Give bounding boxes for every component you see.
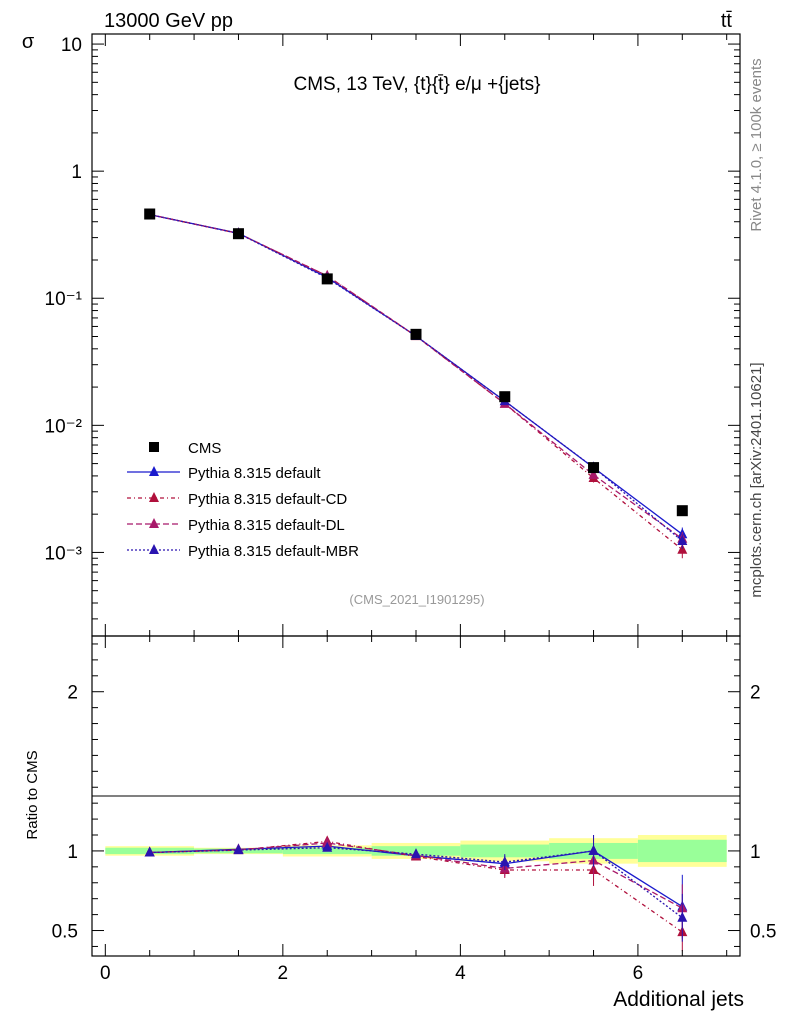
main-series [144,208,688,559]
main-y-tick-label: 1 [71,162,82,183]
legend-marker-cd [149,492,159,502]
legend-marker-default [149,466,159,476]
ratio-band-inner [460,844,550,858]
main-line-default [149,213,683,535]
ratio-frame [91,635,741,957]
main-x-ticks [104,34,728,636]
rivet-label: Rivet 4.1.0, ≥ 100k events [748,58,765,231]
legend-label-cd: Pythia 8.315 default-CD [188,491,347,508]
main-point-cms [676,505,688,517]
main-point-cms [232,228,244,240]
ratio-point-mbr [144,846,155,857]
ratio-point-mbr [233,844,244,855]
ratio-point-mbr [322,841,333,852]
ratio-y-tick-label-left: 1 [67,842,78,863]
legend-entry-cd: Pythia 8.315 default-CD [127,491,347,508]
ratio-y-tick-label-left: 2 [67,683,78,704]
ratio-point-mbr [677,911,688,922]
legend-entry-cms: CMS [149,440,221,457]
legend-marker-dl [149,518,159,528]
main-y-tick-label: 10 [61,35,82,56]
legend-label-cms: CMS [188,440,221,457]
main-point-dl [588,468,599,479]
legend-label-dl: Pythia 8.315 default-DL [188,517,345,534]
mcplots-label: mcplots.cern.ch [arXiv:2401.10621] [748,362,765,597]
ratio-band-inner [637,839,727,863]
legend-entry-default: Pythia 8.315 default [127,465,321,482]
main-y-tick-label: 10⁻² [45,416,83,437]
legend-marker-cms [149,442,159,452]
legend-marker-mbr [149,544,159,554]
legend-entry-mbr: Pythia 8.315 default-MBR [127,543,359,560]
ratio-x-tick-label: 0 [100,963,111,984]
ratio-x-ticks: 0 2 4 6 [100,636,728,984]
ratio-x-tick-label: 2 [278,963,289,984]
legend: CMS Pythia 8.315 default Pythia 8.315 de… [127,440,359,560]
ratio-point-mbr [499,856,510,867]
process-label: tt̄ [721,10,733,32]
main-point-cms [410,328,422,340]
ratio-y-ticks: 2 2 1 1 0.5 0.5 [52,643,776,947]
main-point-mbr [677,535,688,546]
ratio-x-tick-label: 6 [633,963,644,984]
legend-entry-dl: Pythia 8.315 default-DL [127,517,345,534]
main-point-cd [677,543,688,554]
main-y-axis-label: σ [22,31,35,53]
ratio-y-tick-label-right: 1 [750,842,761,863]
ratio-y-tick-label-left: 0.5 [52,922,78,943]
main-point-cms [588,462,600,474]
main-title: CMS, 13 TeV, {t}{t̄} e/μ +{jets} [293,74,540,95]
ratio-x-axis-label: Additional jets [613,988,744,1011]
main-point-cms [499,391,511,403]
main-y-ticks: 10 1 10⁻¹ 10⁻² 10⁻³ [45,35,740,620]
ratio-x-tick-label: 4 [455,963,466,984]
main-y-tick-label: 10⁻¹ [45,289,83,310]
ratio-panel: Ratio to CMS Additional jets 2 21 10.5 0.5 … [24,635,776,1011]
legend-label-mbr: Pythia 8.315 default-MBR [188,543,359,560]
ratio-y-tick-label-right: 2 [750,683,761,704]
ratio-point-mbr [411,848,421,859]
legend-label-default: Pythia 8.315 default [188,465,321,482]
ratio-series [144,835,688,952]
watermark: (CMS_2021_I1901295) [349,592,484,607]
beam-label: 13000 GeV pp [104,10,233,32]
main-y-tick-label: 10⁻³ [45,543,83,564]
ratio-point-mbr [588,844,599,855]
ratio-y-axis-label: Ratio to CMS [24,750,41,839]
main-point-cms [321,273,333,285]
main-panel: CMS, 13 TeV, {t}{t̄} e/μ +{jets} σ (CMS_… [22,31,741,637]
main-point-cms [144,208,156,220]
ratio-y-tick-label-right: 0.5 [750,922,776,943]
